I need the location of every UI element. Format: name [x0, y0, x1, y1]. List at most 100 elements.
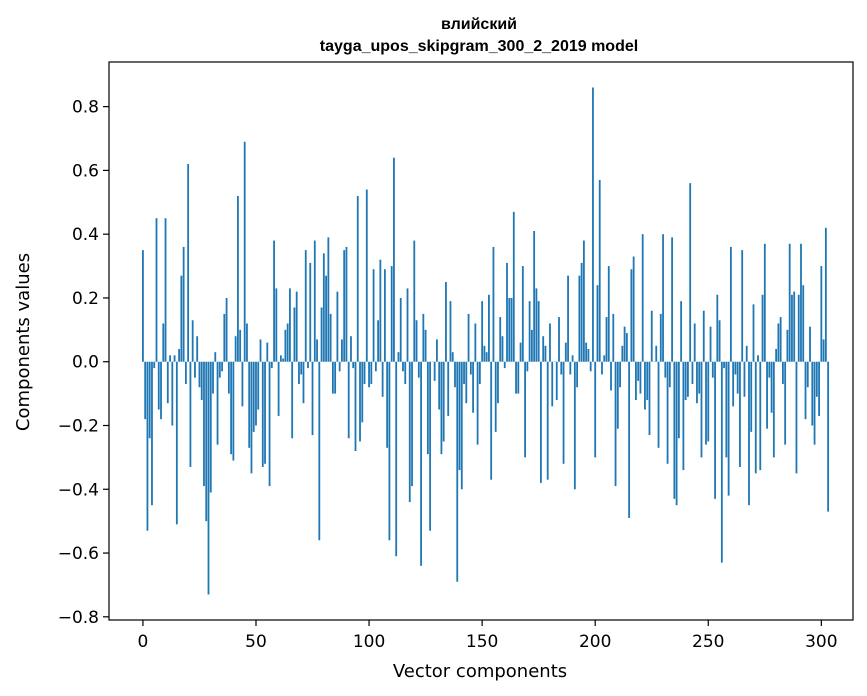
- bar-294: [806, 361, 809, 388]
- bar-297: [813, 361, 816, 445]
- bar-143: [465, 361, 468, 404]
- bar-77: [316, 339, 318, 362]
- bar-286: [788, 243, 791, 362]
- bar-227: [655, 345, 658, 362]
- bar-45: [243, 141, 246, 362]
- bar-81: [325, 275, 327, 362]
- bar-37: [225, 297, 228, 362]
- bar-148: [476, 361, 479, 445]
- bar-186: [562, 361, 565, 464]
- bar-175: [537, 301, 540, 362]
- bar-171: [528, 301, 531, 362]
- bar-267: [745, 345, 748, 362]
- bar-32: [214, 352, 217, 362]
- bar-67: [293, 307, 296, 362]
- bar-72: [304, 250, 307, 362]
- bar-281: [777, 323, 780, 362]
- bar-270: [752, 304, 755, 362]
- bar-95: [356, 195, 359, 362]
- bar-256: [720, 361, 723, 563]
- bar-49: [252, 361, 255, 432]
- bar-9: [162, 323, 165, 362]
- bar-55: [266, 342, 269, 362]
- bar-90: [345, 246, 348, 362]
- y-tick-label: 0.8: [72, 98, 99, 118]
- bar-73: [307, 361, 309, 369]
- bar-202: [598, 179, 601, 362]
- x-tick-label: 300: [805, 632, 837, 652]
- bar-33: [216, 361, 219, 445]
- bar-91: [347, 361, 350, 439]
- bar-284: [784, 361, 787, 445]
- bar-103: [374, 361, 377, 372]
- bar-180: [549, 323, 551, 362]
- bar-114: [399, 297, 402, 362]
- bar-93: [352, 361, 355, 369]
- bar-234: [671, 237, 673, 362]
- bar-44: [241, 361, 244, 407]
- bar-140: [458, 361, 461, 471]
- bar-48: [250, 361, 253, 474]
- bar-43: [239, 329, 242, 362]
- bar-221: [641, 234, 644, 362]
- bar-174: [535, 288, 538, 362]
- bar-169: [524, 361, 527, 458]
- bar-88: [341, 339, 343, 362]
- bar-112: [395, 361, 398, 557]
- bar-238: [680, 301, 683, 362]
- bar-107: [383, 269, 386, 362]
- bar-263: [736, 361, 739, 394]
- bar-177: [542, 336, 545, 362]
- bar-260: [729, 246, 732, 362]
- bar-253: [714, 361, 716, 499]
- bar-273: [759, 361, 762, 471]
- bar-82: [327, 237, 330, 362]
- bar-135: [447, 361, 450, 416]
- bar-21: [189, 361, 192, 467]
- bar-155: [492, 246, 495, 362]
- bar-200: [594, 361, 597, 458]
- bar-46: [246, 323, 248, 362]
- bar-144: [467, 313, 470, 362]
- bar-87: [338, 361, 341, 372]
- bar-29: [207, 361, 210, 595]
- bar-295: [809, 326, 811, 362]
- y-tick-label: 0.6: [72, 161, 99, 181]
- bar-283: [781, 361, 784, 385]
- bar-230: [662, 234, 664, 362]
- bar-141: [460, 361, 463, 490]
- bar-71: [302, 361, 305, 404]
- bar-262: [734, 361, 737, 375]
- bar-167: [519, 342, 522, 362]
- bar-209: [614, 361, 617, 487]
- bar-116: [404, 361, 407, 385]
- bar-268: [748, 361, 750, 506]
- bar-78: [318, 361, 321, 541]
- x-tick-label: 100: [353, 632, 385, 652]
- bar-60: [277, 361, 280, 416]
- bar-4: [151, 361, 153, 506]
- bar-138: [454, 361, 456, 388]
- bar-139: [456, 361, 459, 582]
- bar-123: [420, 361, 422, 566]
- bar-299: [818, 361, 820, 416]
- bar-30: [209, 361, 212, 493]
- bar-10: [164, 218, 167, 362]
- bar-7: [157, 361, 160, 410]
- bar-17: [180, 275, 183, 362]
- bar-85: [334, 361, 337, 394]
- bar-83: [329, 313, 332, 362]
- bar-106: [381, 361, 384, 397]
- bar-65: [289, 288, 291, 362]
- bar-291: [800, 243, 802, 362]
- bar-259: [727, 361, 730, 496]
- bar-53: [261, 361, 264, 467]
- bar-193: [578, 275, 581, 362]
- bar-210: [616, 361, 619, 429]
- bar-153: [488, 294, 490, 362]
- bar-134: [445, 282, 447, 362]
- bar-275: [763, 243, 766, 362]
- bar-276: [766, 361, 768, 429]
- bar-208: [612, 313, 615, 362]
- y-axis-label: Components values: [13, 253, 34, 431]
